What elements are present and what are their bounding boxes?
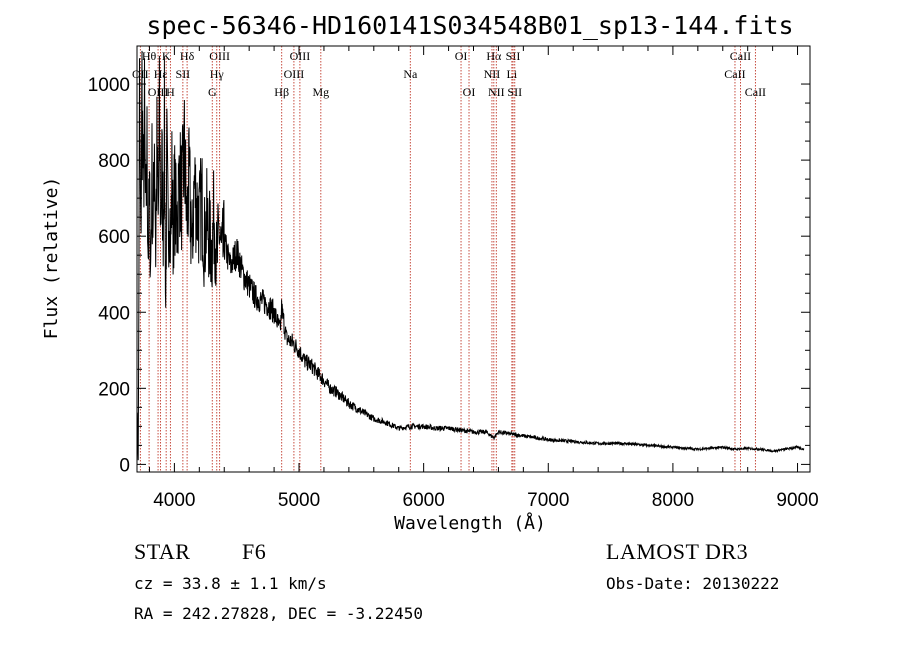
x-tick-label: 9000	[776, 490, 818, 511]
observation-date: Obs-Date: 20130222	[606, 574, 780, 593]
y-tick-label: 200	[98, 379, 130, 400]
line-label-mid: CaII	[724, 67, 745, 81]
chart-title: spec-56346-HD160141S034548B01_sp13-144.f…	[146, 11, 793, 40]
line-label-mid: Li	[507, 67, 518, 81]
y-tick-label: 600	[98, 227, 130, 248]
x-tick-label: 7000	[527, 490, 569, 511]
line-label-low: G	[208, 85, 217, 99]
flux-series-line	[136, 50, 805, 461]
line-label-low: Hβ	[274, 85, 289, 99]
ra-dec: RA = 242.27828, DEC = -3.22450	[134, 604, 423, 623]
survey-name: LAMOST DR3	[606, 539, 749, 564]
x-axis-label: Wavelength (Å)	[394, 512, 546, 534]
x-tick-label: 8000	[652, 490, 694, 511]
object-subclass: F6	[242, 539, 267, 564]
line-label-mid: Hγ	[210, 67, 225, 81]
line-label-low: H	[166, 85, 175, 99]
redshift-cz: cz = 33.8 ± 1.1 km/s	[134, 574, 327, 593]
line-label-top: OIII	[290, 49, 311, 63]
line-label-top: OIII	[209, 49, 230, 63]
line-label-low: OI	[463, 85, 476, 99]
line-label-low: SII	[507, 85, 522, 99]
line-label-top: Hα	[486, 49, 502, 63]
line-label-top: Hθ	[142, 49, 157, 63]
line-label-low: NII	[488, 85, 505, 99]
axis-ticks: 4000 5000 6000 7000 8000 9000 0 200 400 600 800 100…	[88, 46, 819, 511]
line-label-low: CaII	[745, 85, 766, 99]
object-class: STAR	[134, 539, 191, 564]
y-tick-label: 1000	[88, 75, 130, 96]
line-label-top: CaII	[730, 49, 751, 63]
x-tick-label: 4000	[153, 490, 195, 511]
line-label-top: K	[162, 49, 171, 63]
line-label-mid: Na	[403, 67, 418, 81]
line-label-mid: OIII	[284, 67, 305, 81]
line-label-low: OIII	[148, 85, 169, 99]
y-tick-label: 0	[119, 455, 130, 476]
y-axis-label: Flux (relative)	[41, 177, 62, 340]
line-label-top: OI	[455, 49, 468, 63]
line-label-low: Mg	[312, 85, 329, 99]
line-label-top: SII	[506, 49, 521, 63]
x-tick-label: 5000	[278, 490, 320, 511]
line-label-mid: NII	[484, 67, 501, 81]
line-label-mid: Hε	[154, 67, 168, 81]
y-tick-label: 400	[98, 303, 130, 324]
line-label-mid: OII	[132, 67, 149, 81]
line-label-mid: SII	[176, 67, 191, 81]
y-tick-label: 800	[98, 151, 130, 172]
line-label-top: Hδ	[180, 49, 195, 63]
x-tick-label: 6000	[403, 490, 445, 511]
